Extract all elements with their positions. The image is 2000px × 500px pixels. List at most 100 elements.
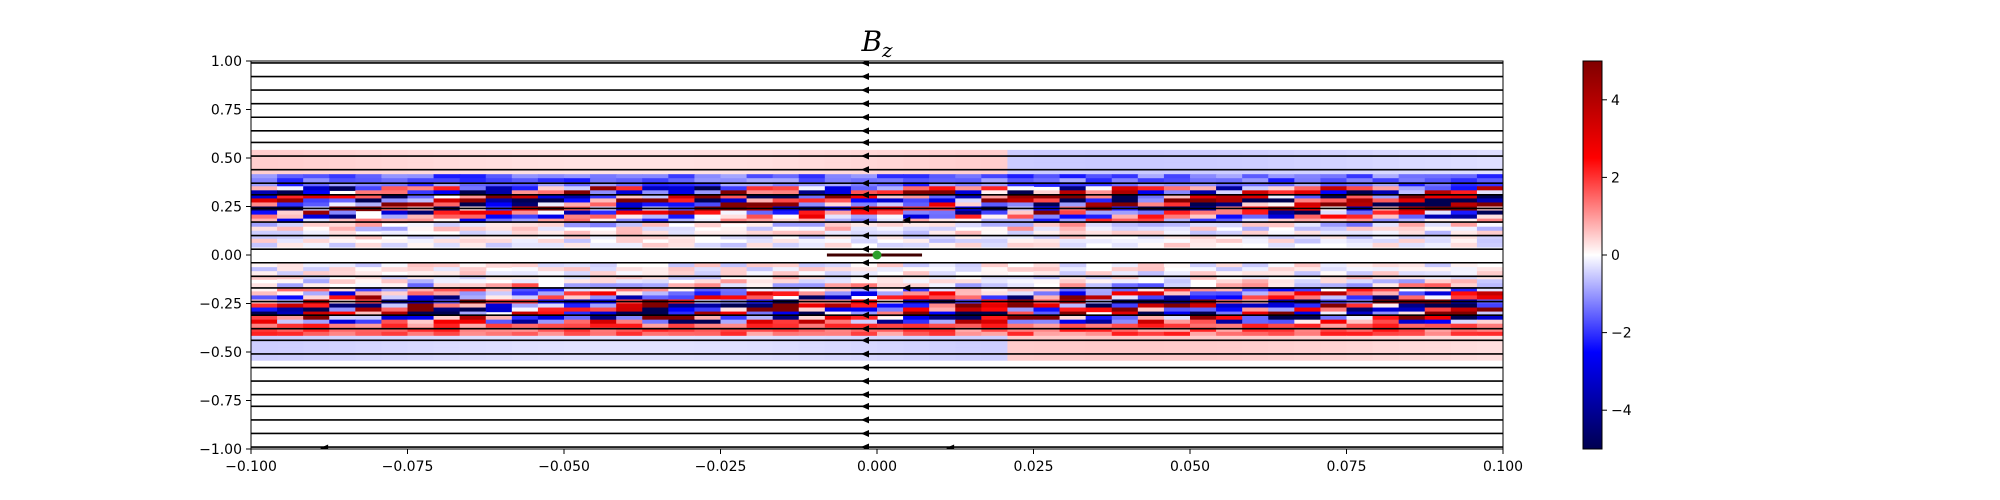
heatmap-cell	[407, 158, 435, 163]
heatmap-cell	[1242, 343, 1269, 349]
heatmap-cell	[407, 271, 435, 276]
heatmap-cell	[537, 303, 565, 309]
heatmap-cell	[1346, 226, 1374, 232]
heatmap-cell	[590, 279, 617, 284]
heatmap-cell	[1268, 238, 1295, 244]
heatmap-cell	[850, 323, 878, 329]
heatmap-cell	[1320, 238, 1348, 244]
heatmap-cell	[1372, 190, 1400, 195]
heatmap-cell	[1059, 242, 1087, 248]
heatmap-cell	[1111, 347, 1139, 353]
heatmap-cell	[1398, 356, 1426, 361]
heatmap-cell	[1320, 335, 1348, 341]
heatmap-cell	[407, 327, 435, 333]
heatmap-cell	[1346, 238, 1374, 244]
heatmap-cell	[1476, 174, 1503, 179]
heatmap-cell	[1294, 238, 1322, 244]
heatmap-cell	[1163, 238, 1191, 244]
heatmap-cell	[590, 170, 617, 175]
heatmap-cell	[1476, 230, 1503, 236]
heatmap-cell	[850, 263, 878, 268]
heatmap-cell	[1059, 198, 1087, 204]
heatmap-cell	[929, 218, 956, 224]
heatmap-cell	[1111, 182, 1139, 187]
heatmap-cell	[1294, 218, 1322, 224]
heatmap-cell	[303, 174, 330, 179]
heatmap-cell	[955, 178, 982, 183]
heatmap-cell	[355, 158, 383, 163]
heatmap-cell	[1085, 234, 1113, 240]
heatmap-cell	[459, 335, 487, 341]
heatmap-cell	[981, 166, 1009, 171]
heatmap-cell	[1163, 283, 1191, 288]
heatmap-cell	[720, 218, 748, 224]
heatmap-cell	[668, 182, 696, 187]
heatmap-cell	[642, 190, 669, 195]
heatmap-cell	[1268, 339, 1295, 345]
heatmap-cell	[1085, 319, 1113, 325]
heatmap-cell	[329, 210, 356, 216]
heatmap-cell	[981, 315, 1009, 321]
heatmap-cell	[694, 287, 722, 292]
heatmap-cell	[1085, 291, 1113, 297]
heatmap-cell	[355, 234, 383, 240]
heatmap-cell	[1242, 218, 1269, 224]
heatmap-cell	[329, 343, 356, 349]
heatmap-cell	[1007, 339, 1035, 345]
heatmap-cell	[251, 331, 278, 337]
heatmap-cell	[537, 339, 565, 345]
heatmap-cell	[277, 198, 304, 204]
heatmap-cell	[303, 170, 330, 175]
heatmap-cell	[981, 283, 1009, 288]
heatmap-cell	[929, 271, 956, 276]
heatmap-cell	[929, 202, 956, 208]
heatmap-cell	[642, 242, 669, 248]
heatmap-cell	[329, 166, 356, 171]
heatmap-cell	[746, 315, 774, 321]
heatmap-cell	[903, 178, 930, 183]
heatmap-cell	[746, 194, 774, 200]
heatmap-cell	[903, 287, 930, 292]
heatmap-cell	[485, 283, 513, 288]
heatmap-cell	[485, 315, 513, 321]
heatmap-cell	[303, 198, 330, 204]
heatmap-cell	[1294, 287, 1322, 292]
heatmap-cell	[955, 319, 982, 325]
heatmap-cell	[459, 287, 487, 292]
heatmap-cell	[1398, 234, 1426, 240]
heatmap-cell	[903, 226, 930, 232]
heatmap-cell	[694, 271, 722, 276]
heatmap-cell	[277, 347, 304, 353]
heatmap-cell	[1033, 327, 1061, 333]
heatmap-cell	[1372, 210, 1400, 216]
heatmap-cell	[798, 214, 826, 220]
heatmap-cell	[1268, 343, 1295, 349]
heatmap-cell	[1424, 331, 1452, 337]
heatmap-cell	[824, 271, 852, 276]
heatmap-cell	[1085, 174, 1113, 179]
heatmap-cell	[1398, 162, 1426, 167]
heatmap-cell	[303, 190, 330, 195]
heatmap-cell	[1059, 178, 1087, 183]
heatmap-cell	[642, 158, 669, 163]
heatmap-cell	[1242, 174, 1269, 179]
heatmap-cell	[746, 230, 774, 236]
heatmap-cell	[1320, 149, 1348, 155]
heatmap-cell	[798, 166, 826, 171]
heatmap-cell	[537, 170, 565, 175]
heatmap-cell	[1033, 307, 1061, 313]
heatmap-cell	[459, 230, 487, 236]
colorbar	[1582, 60, 1603, 450]
heatmap-cell	[903, 170, 930, 175]
heatmap-cell	[1294, 230, 1322, 236]
heatmap-cell	[590, 347, 617, 353]
heatmap-cell	[1372, 311, 1400, 317]
heatmap-cell	[798, 198, 826, 204]
heatmap-cell	[1216, 214, 1243, 220]
heatmap-cell	[1111, 214, 1139, 220]
field-lines	[251, 61, 1503, 449]
heatmap-cell	[668, 170, 696, 175]
heatmap-cell	[798, 226, 826, 232]
heatmap-cell	[251, 283, 278, 288]
heatmap-cell	[1450, 311, 1478, 317]
